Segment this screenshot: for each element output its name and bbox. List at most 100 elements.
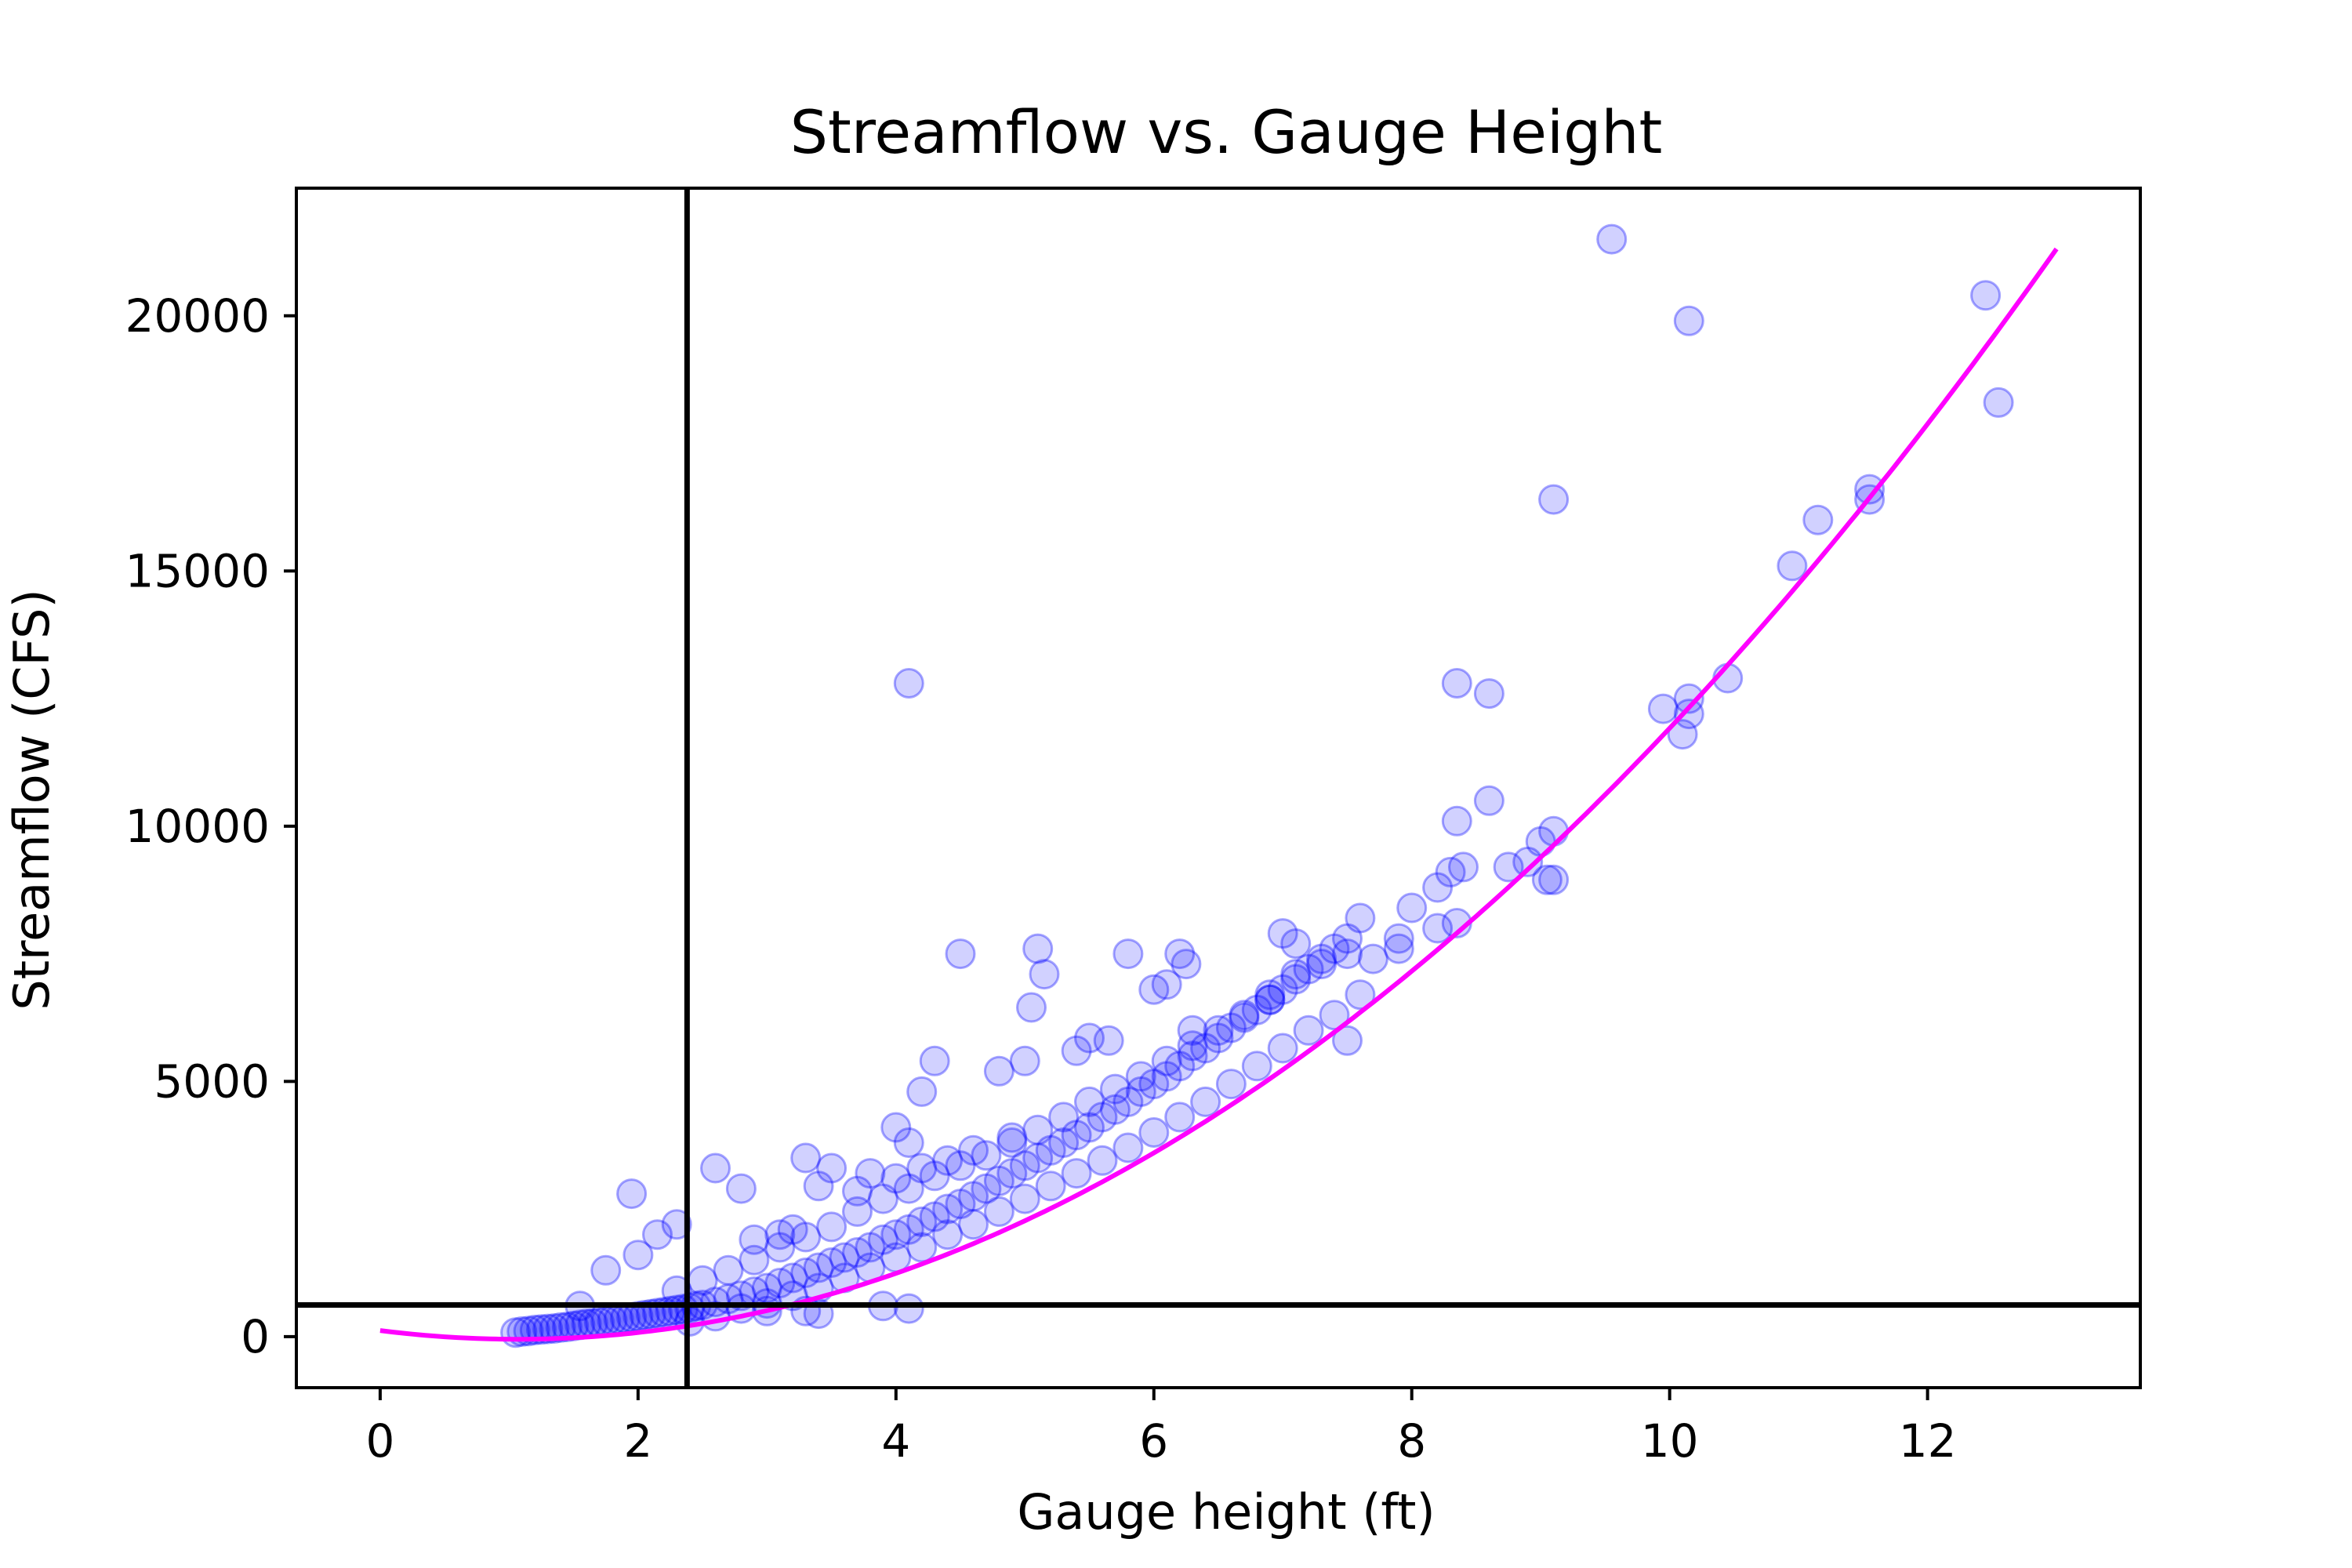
data-point [1280,928,1312,960]
data-point [1112,1132,1144,1163]
data-point [545,1312,576,1343]
data-point [687,1265,718,1296]
data-point [1332,1025,1363,1056]
data-point [1777,550,1808,582]
data-point [1125,1076,1156,1107]
y-axis-ticks: 0 5000 10000 15000 20000 [125,289,296,1363]
data-point [1254,979,1286,1011]
data-point [551,1312,583,1342]
data-point [1151,1045,1182,1076]
scatter-points [500,223,2014,1348]
data-point [739,1224,770,1255]
data-point [958,1209,989,1240]
x-tick-label: 0 [365,1414,394,1468]
data-point [945,1189,976,1220]
data-point [764,1219,796,1250]
data-point [842,1175,873,1207]
y-tick-label: 10000 [125,800,270,853]
data-point [764,1232,796,1263]
data-point [1267,918,1298,949]
x-axis-label: Gauge height (ft) [1017,1483,1435,1541]
data-point [1229,1000,1260,1031]
data-point [1254,984,1286,1015]
data-point [1241,1051,1272,1082]
data-point [932,1219,964,1250]
data-point [803,1171,834,1202]
data-point [1422,872,1454,903]
data-point [880,1219,912,1250]
data-point [622,1240,654,1271]
data-point [1074,1112,1105,1143]
data-point [1293,1014,1324,1046]
data-point [816,1152,848,1184]
data-point [1190,1033,1221,1064]
x-tick-label: 2 [623,1414,652,1468]
data-point [1093,1025,1124,1056]
data-point [1035,1134,1066,1166]
data-point [983,1196,1014,1227]
y-tick-label: 15000 [125,544,270,597]
data-point [1306,943,1338,975]
data-point [829,1242,860,1273]
data-point [1448,851,1479,883]
data-point [790,1142,822,1174]
data-point [1254,984,1286,1015]
data-point [1048,1127,1080,1158]
data-point [1422,913,1454,944]
data-point [1473,678,1504,710]
data-point [1441,805,1472,837]
data-point [1983,387,2014,418]
data-point [642,1219,673,1250]
data-point [1177,1014,1208,1046]
data-point [739,1244,770,1276]
data-point [816,1247,848,1278]
data-point [1138,1069,1170,1100]
data-point [1074,1022,1105,1054]
y-axis-label: Streamflow (CFS) [3,589,60,1010]
data-point [1138,1117,1170,1148]
data-point [1087,1102,1118,1133]
x-tick-label: 12 [1899,1414,1957,1468]
data-point [1125,1061,1156,1092]
data-point [1441,668,1472,699]
data-point [1667,719,1698,750]
data-point [1177,1040,1208,1072]
data-point [764,1268,796,1298]
data-point [790,1258,822,1288]
data-point [867,1224,898,1255]
data-point [1332,923,1363,954]
data-point [1177,1030,1208,1062]
data-point [906,1232,938,1263]
data-point [590,1254,622,1286]
x-tick-label: 6 [1139,1414,1168,1468]
data-point [1164,1102,1196,1133]
data-point [1512,846,1544,877]
data-point [1009,1045,1040,1076]
data-point [1035,1171,1066,1202]
data-point [919,1160,950,1192]
x-tick-label: 10 [1641,1414,1699,1468]
data-point [1151,1061,1182,1092]
chart-title: Streamflow vs. Gauge Height [790,97,1663,167]
data-point [1203,1014,1234,1046]
data-point [1267,1033,1298,1064]
data-point [893,1127,924,1158]
x-tick-label: 8 [1397,1414,1426,1468]
data-point [1151,969,1182,1000]
data-point [1022,1142,1054,1174]
data-point [1345,979,1376,1011]
data-point [1531,864,1563,895]
data-point [1022,933,1054,964]
data-point [1493,851,1524,883]
data-point [725,1173,757,1204]
data-point [1112,938,1144,970]
data-point [1087,1145,1118,1176]
data-point [906,1076,938,1107]
data-point [1022,1114,1054,1145]
data-point [932,1145,964,1176]
y-tick-label: 20000 [125,289,270,343]
data-point [803,1252,834,1283]
data-point [1332,938,1363,970]
data-point [1596,223,1628,255]
data-point [1306,949,1338,980]
